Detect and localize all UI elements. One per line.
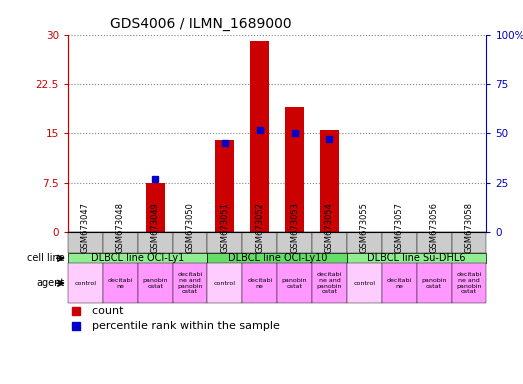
Bar — [68, 232, 103, 253]
Bar — [145, 183, 165, 232]
Bar — [417, 232, 451, 253]
Text: control: control — [214, 281, 236, 286]
Text: control: control — [354, 281, 376, 286]
Bar — [347, 263, 382, 303]
Bar — [451, 263, 486, 303]
Bar — [138, 263, 173, 303]
Bar — [250, 41, 269, 232]
Bar — [242, 232, 277, 253]
Text: GSM673058: GSM673058 — [464, 202, 473, 253]
Text: percentile rank within the sample: percentile rank within the sample — [85, 321, 280, 331]
Text: agent: agent — [36, 278, 64, 288]
Text: decitabi
ne: decitabi ne — [247, 278, 272, 289]
Bar — [320, 130, 339, 232]
Bar — [208, 263, 242, 303]
Text: GDS4006 / ILMN_1689000: GDS4006 / ILMN_1689000 — [110, 17, 291, 31]
Bar — [417, 263, 451, 303]
Text: GSM673053: GSM673053 — [290, 202, 299, 253]
Text: GSM673052: GSM673052 — [255, 202, 264, 253]
Bar — [312, 232, 347, 253]
Bar — [451, 232, 486, 253]
Text: control: control — [74, 281, 96, 286]
Bar — [382, 263, 417, 303]
Bar — [382, 232, 417, 253]
Bar — [312, 263, 347, 303]
Bar — [208, 253, 347, 263]
Bar — [68, 253, 208, 263]
Text: decitabi
ne: decitabi ne — [108, 278, 133, 289]
Text: GSM673049: GSM673049 — [151, 202, 160, 253]
Text: GSM673051: GSM673051 — [220, 202, 230, 253]
Text: panobin
ostat: panobin ostat — [142, 278, 168, 289]
Bar — [68, 263, 103, 303]
Bar — [215, 140, 234, 232]
Bar — [103, 263, 138, 303]
Bar — [285, 107, 304, 232]
Text: GSM673055: GSM673055 — [360, 202, 369, 253]
Text: panobin
ostat: panobin ostat — [422, 278, 447, 289]
Text: GSM673048: GSM673048 — [116, 202, 125, 253]
Text: GSM673050: GSM673050 — [186, 202, 195, 253]
Text: DLBCL line OCI-Ly10: DLBCL line OCI-Ly10 — [228, 253, 327, 263]
Text: cell line: cell line — [27, 253, 64, 263]
Text: DLBCL line Su-DHL6: DLBCL line Su-DHL6 — [367, 253, 466, 263]
Bar — [103, 232, 138, 253]
Bar — [242, 263, 277, 303]
Bar — [277, 263, 312, 303]
Bar — [208, 232, 242, 253]
Bar — [138, 232, 173, 253]
Text: DLBCL line OCI-Ly1: DLBCL line OCI-Ly1 — [91, 253, 184, 263]
Text: GSM673047: GSM673047 — [81, 202, 90, 253]
Text: decitabi
ne: decitabi ne — [386, 278, 412, 289]
Bar — [173, 263, 208, 303]
Bar — [347, 232, 382, 253]
Text: GSM673056: GSM673056 — [429, 202, 439, 253]
Text: GSM673057: GSM673057 — [395, 202, 404, 253]
Text: GSM673054: GSM673054 — [325, 202, 334, 253]
Text: decitabi
ne and
panobin
ostat: decitabi ne and panobin ostat — [317, 272, 342, 295]
Text: decitabi
ne and
panobin
ostat: decitabi ne and panobin ostat — [177, 272, 203, 295]
Bar — [173, 232, 208, 253]
Bar — [277, 232, 312, 253]
Text: decitabi
ne and
panobin
ostat: decitabi ne and panobin ostat — [456, 272, 482, 295]
Text: count: count — [85, 306, 123, 316]
Text: panobin
ostat: panobin ostat — [282, 278, 308, 289]
Bar — [347, 253, 486, 263]
